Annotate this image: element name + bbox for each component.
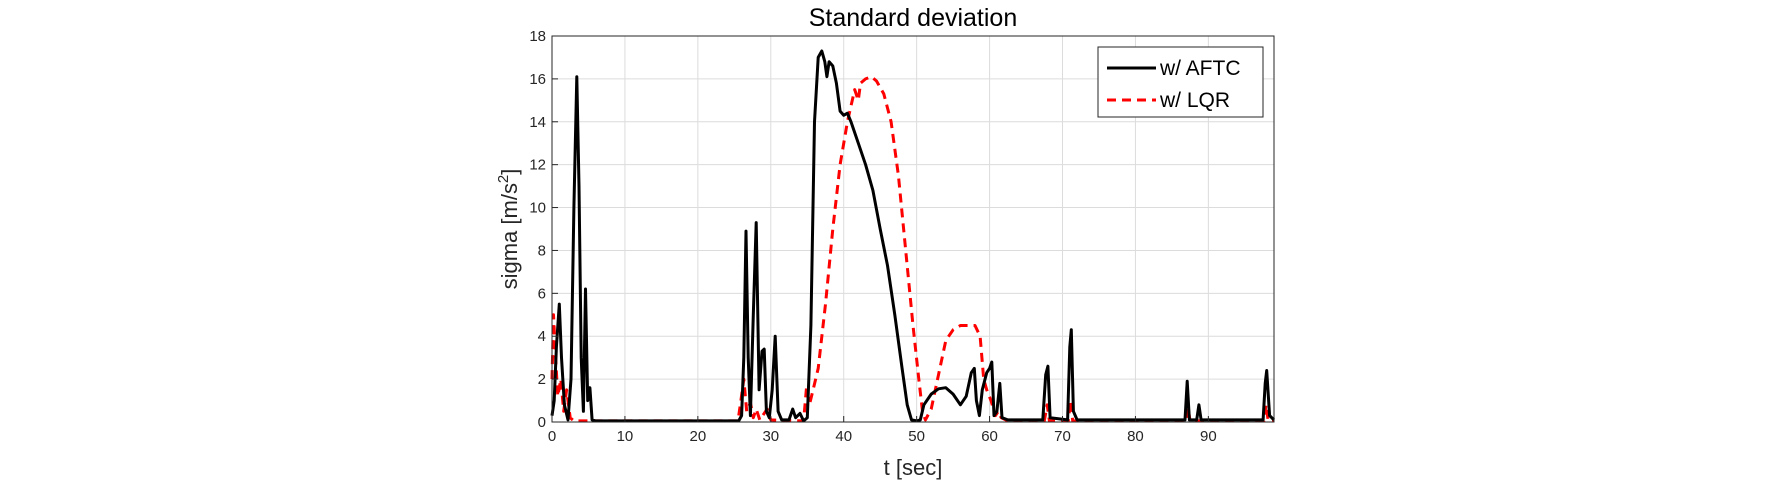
x-tick-label: 60 (981, 428, 998, 445)
y-tick-label: 18 (529, 28, 546, 45)
x-tick-label: 0 (548, 428, 556, 445)
x-axis-label: t [sec] (884, 455, 943, 480)
y-axis-ticks: 0 2 4 6 8 10 12 14 16 18 (529, 28, 558, 431)
legend: w/ AFTC w/ LQR (1097, 46, 1264, 118)
y-axis-label-tail: ] (497, 169, 522, 175)
y-tick-label: 10 (529, 200, 546, 217)
x-tick-label: 80 (1127, 428, 1144, 445)
y-tick-label: 4 (538, 328, 546, 345)
series-layer (550, 49, 1276, 423)
x-tick-label: 30 (762, 428, 779, 445)
legend-label-aftc: w/ AFTC (1159, 57, 1241, 80)
x-tick-label: 20 (690, 428, 707, 445)
y-axis-label: sigma [m/s2] (495, 169, 522, 290)
chart-title: Standard deviation (809, 4, 1017, 32)
x-tick-label: 50 (908, 428, 925, 445)
series-line-lqr (550, 75, 1275, 423)
y-tick-label: 6 (538, 285, 546, 302)
y-axis-label-superscript: 2 (495, 175, 512, 183)
y-tick-label: 2 (538, 371, 546, 388)
legend-label-lqr: w/ LQR (1159, 89, 1230, 112)
y-tick-label: 12 (529, 157, 546, 174)
x-tick-label: 90 (1200, 428, 1217, 445)
grid (551, 35, 1274, 423)
y-tick-label: 16 (529, 71, 546, 88)
y-tick-label: 8 (538, 242, 546, 259)
legend-box (1097, 46, 1264, 118)
plot-frame (551, 35, 1275, 423)
x-axis-ticks: 0 10 20 30 40 50 60 70 80 90 (548, 416, 1217, 445)
y-tick-label: 0 (538, 414, 546, 431)
x-tick-label: 40 (835, 428, 852, 445)
series-line-aftc (550, 49, 1276, 423)
y-tick-label: 14 (529, 114, 546, 131)
y-axis-label-base: sigma [m/s (497, 183, 522, 289)
x-tick-label: 70 (1054, 428, 1071, 445)
x-tick-label: 10 (617, 428, 634, 445)
